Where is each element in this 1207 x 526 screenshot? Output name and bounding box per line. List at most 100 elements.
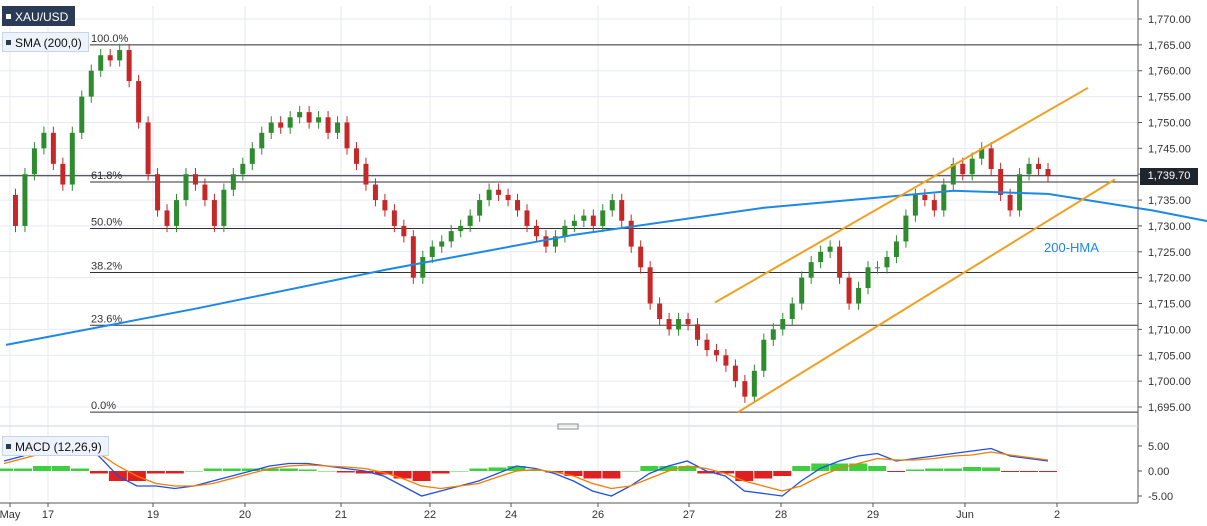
- tag-marker-icon: [6, 444, 11, 449]
- macd-histogram-bar: [146, 471, 165, 474]
- fib-level-label: 0.0%: [91, 400, 116, 412]
- candle-body: [657, 303, 663, 320]
- candle-body: [988, 148, 994, 170]
- candle-body: [60, 163, 66, 185]
- macd-histogram-bar: [754, 471, 773, 479]
- time-tick-label: 24: [505, 509, 517, 521]
- candle-body: [174, 200, 180, 226]
- candle-body: [240, 163, 246, 175]
- candle-body: [155, 174, 161, 211]
- macd-histogram-bar: [963, 467, 982, 471]
- macd-tick-label: 0.00: [1148, 466, 1169, 478]
- candle-body: [1036, 163, 1042, 170]
- macd-histogram-bar: [431, 471, 450, 474]
- macd-histogram-bar: [1020, 471, 1039, 472]
- candle-body: [581, 215, 587, 221]
- price-tick-label: 1,720.00: [1148, 273, 1191, 285]
- indicator-label: SMA (200,0): [15, 36, 82, 50]
- time-tick-label: 22: [424, 509, 436, 521]
- candle-body: [477, 200, 483, 216]
- candle-body: [287, 117, 293, 128]
- macd-histogram-bar: [412, 471, 431, 481]
- candle-body: [770, 329, 776, 340]
- macd-histogram-bar: [678, 466, 697, 471]
- candle-body: [780, 319, 786, 330]
- candle-body: [742, 381, 748, 397]
- macd-tick-label: 5.00: [1148, 441, 1169, 453]
- macd-histogram-bar: [830, 463, 849, 471]
- candle-body: [846, 277, 852, 304]
- macd-signal-line: [3, 447, 1049, 492]
- time-tick-label: 29: [867, 509, 879, 521]
- candle-body: [713, 350, 719, 356]
- candle-body: [600, 210, 606, 226]
- candle-body: [145, 122, 151, 175]
- price-tick-label: 1,705.00: [1148, 350, 1191, 362]
- candle-body: [126, 50, 132, 82]
- candle-body: [505, 194, 511, 201]
- candle-body: [732, 365, 738, 382]
- macd-tick-label: -5.00: [1148, 491, 1173, 503]
- macd-histogram-bar: [355, 471, 374, 474]
- macd-histogram-bar: [89, 471, 108, 474]
- hma-segment: [1047, 192, 1207, 223]
- candle-body: [704, 339, 710, 351]
- candle-body: [533, 225, 539, 237]
- candle-body: [609, 200, 615, 211]
- candle-body: [22, 174, 28, 226]
- candle-body: [88, 70, 94, 97]
- candle-body: [666, 319, 672, 330]
- candle-body: [590, 215, 596, 226]
- candle-body: [874, 267, 880, 269]
- candle-body: [353, 148, 359, 164]
- hma-label: 200-HMA: [1044, 240, 1099, 255]
- candle-body: [230, 174, 236, 190]
- candle-body: [865, 267, 871, 289]
- macd-histogram-bar: [70, 468, 89, 471]
- time-tick-label: 28: [775, 509, 787, 521]
- candle-body: [524, 210, 530, 226]
- price-tick-label: 1,745.00: [1148, 143, 1191, 155]
- grid-lines: [0, 6, 1138, 500]
- candle-body: [818, 251, 824, 263]
- fib-level-label: 100.0%: [91, 33, 129, 45]
- macd-histogram-bar: [583, 471, 602, 479]
- macd-histogram-bar: [184, 471, 203, 472]
- rising-channel: [714, 86, 1116, 414]
- macd-line: [3, 442, 1049, 497]
- candle-body: [922, 194, 928, 201]
- candle-body: [183, 174, 189, 201]
- price-tick-label: 1,695.00: [1148, 402, 1191, 414]
- fib-level-label: 50.0%: [91, 217, 122, 229]
- price-tick-label: 1,725.00: [1148, 247, 1191, 259]
- candle-body: [496, 189, 502, 195]
- macd-histogram-bar: [203, 468, 222, 471]
- macd-histogram-bar: [279, 468, 298, 471]
- candle-body: [950, 163, 956, 185]
- candle-body: [50, 132, 56, 164]
- panel-resize-handle-icon: [557, 423, 579, 430]
- candle-body: [638, 246, 644, 268]
- macd-histogram-bar: [488, 467, 507, 471]
- indicator-tag[interactable]: SMA (200,0): [2, 32, 89, 52]
- candle-body: [306, 112, 312, 123]
- candle-body: [998, 169, 1004, 195]
- candle-body: [420, 256, 426, 278]
- candle-body: [761, 339, 767, 371]
- candle-body: [107, 55, 113, 61]
- candle-body: [69, 132, 75, 185]
- macd-histogram-bar: [982, 467, 1001, 471]
- symbol-tag[interactable]: XAU/USD: [2, 6, 76, 26]
- time-tick-label: 19: [147, 509, 159, 521]
- candle-body: [429, 246, 435, 257]
- macd-histogram-bar: [564, 471, 583, 476]
- macd-histogram-bar: [697, 471, 716, 474]
- symbol-label: XAU/USD: [15, 10, 69, 24]
- candle-body: [467, 215, 473, 226]
- macd-histogram-bar: [640, 466, 659, 471]
- candle-body: [344, 122, 350, 149]
- candle-body: [117, 50, 123, 61]
- macd-tag[interactable]: MACD (12,26,9): [2, 436, 109, 456]
- macd-histogram-bar: [735, 471, 754, 481]
